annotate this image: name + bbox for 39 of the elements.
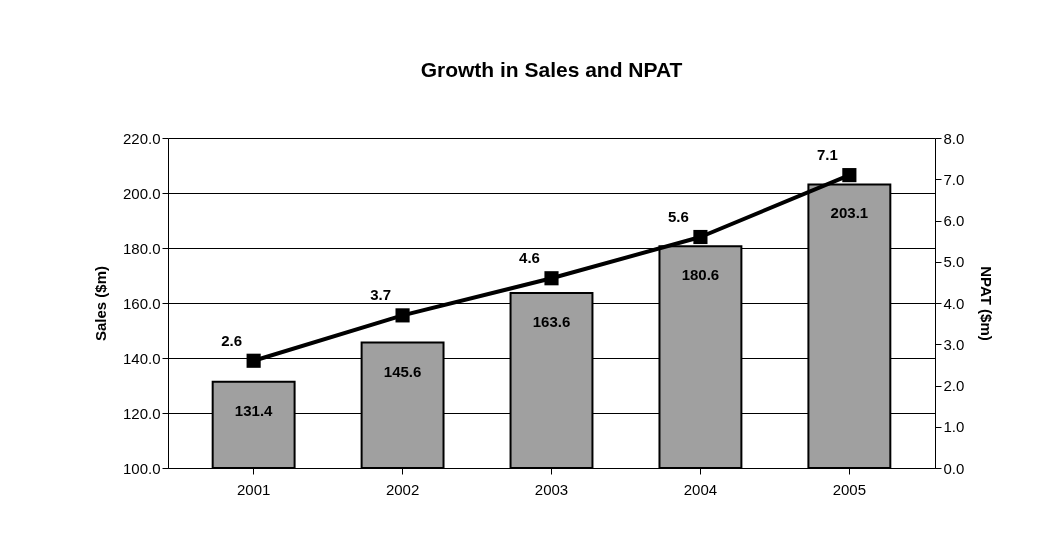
y-tick-label: 120.0	[122, 404, 161, 422]
y2-tick-label: 4.0	[943, 294, 965, 312]
y2-tick-label: 0.0	[943, 459, 965, 477]
y-tick-label: 140.0	[122, 349, 161, 367]
point	[544, 271, 559, 286]
x-tick-label: 2001	[236, 480, 271, 498]
y-tick-label: 180.0	[122, 239, 161, 257]
point	[842, 168, 857, 183]
data-label: 5.6	[668, 208, 689, 225]
chart-title: Growth in Sales and NPAT	[420, 58, 683, 81]
x-tick-label: 2004	[683, 480, 718, 498]
x-tick-label: 2005	[832, 480, 867, 498]
data-label: 4.6	[519, 249, 540, 267]
y-tick-label: 160.0	[122, 294, 161, 312]
y-tick-label: 100.0	[122, 459, 161, 477]
x-tick-label: 2002	[385, 480, 420, 498]
y-tick-label: 200.0	[122, 184, 161, 202]
data-label: 3.7	[370, 286, 391, 304]
data-label: 2.6	[221, 331, 243, 349]
y2-tick-label: 1.0	[943, 418, 965, 436]
data-label: 145.6	[383, 362, 422, 380]
data-label: 180.6	[681, 266, 720, 284]
x-tick-label: 2003	[534, 480, 569, 498]
y2-tick-label: 8.0	[943, 129, 965, 147]
y2-tick-label: 7.0	[943, 170, 965, 188]
y2-axis-title: NPAT ($m)	[978, 266, 996, 341]
data-label: 7.1	[816, 146, 838, 164]
y-axis-title: Sales ($m)	[91, 265, 109, 342]
y2-tick-label: 2.0	[943, 377, 965, 394]
y2-tick-label: 3.0	[943, 335, 965, 353]
data-label: 203.1	[830, 204, 869, 222]
y2-tick-label: 6.0	[943, 212, 965, 229]
point	[246, 353, 261, 368]
y2-tick-label: 5.0	[943, 253, 965, 271]
y-tick-label: 220.0	[122, 129, 161, 147]
point	[395, 308, 410, 323]
point	[693, 229, 708, 245]
data-label: 131.4	[234, 401, 274, 419]
data-label: 163.6	[532, 313, 571, 331]
